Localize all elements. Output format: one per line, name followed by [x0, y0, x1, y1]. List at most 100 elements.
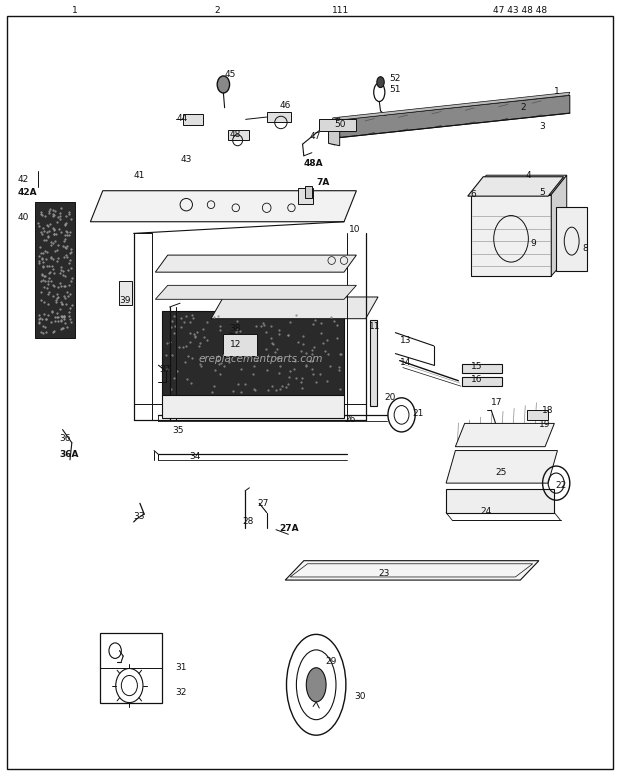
Point — [249, 360, 259, 372]
Point — [320, 344, 330, 357]
Text: 42A: 42A — [18, 188, 38, 197]
Bar — [461, 377, 502, 386]
Point — [63, 321, 73, 333]
Point — [189, 328, 199, 340]
Point — [64, 208, 74, 221]
Point — [47, 260, 57, 272]
Point — [53, 281, 63, 294]
Point — [56, 315, 66, 327]
Point — [208, 385, 218, 398]
Point — [52, 312, 62, 324]
Point — [264, 383, 273, 395]
Point — [281, 381, 291, 393]
Point — [60, 232, 70, 245]
Point — [243, 348, 253, 361]
Point — [48, 210, 58, 222]
Point — [46, 252, 56, 264]
Point — [41, 233, 51, 246]
Point — [322, 375, 332, 387]
Point — [334, 361, 344, 374]
Point — [55, 210, 64, 222]
Point — [66, 262, 76, 274]
Point — [167, 315, 177, 327]
Point — [43, 230, 53, 242]
Text: 1: 1 — [554, 87, 560, 96]
Point — [45, 207, 55, 219]
Point — [274, 368, 284, 380]
Point — [49, 208, 59, 221]
Point — [35, 312, 45, 325]
Point — [169, 371, 179, 384]
Point — [64, 228, 74, 241]
Point — [50, 315, 60, 327]
Point — [57, 311, 67, 323]
Point — [179, 315, 189, 328]
Point — [61, 250, 71, 263]
Point — [60, 219, 70, 232]
Point — [65, 287, 75, 300]
Point — [33, 217, 43, 229]
Point — [293, 336, 303, 348]
Point — [51, 294, 61, 306]
Point — [43, 308, 53, 321]
Text: 38: 38 — [229, 323, 241, 333]
Point — [41, 313, 51, 326]
Text: 29: 29 — [326, 657, 337, 666]
Point — [180, 310, 190, 322]
Point — [307, 344, 317, 357]
Point — [166, 382, 176, 395]
Point — [65, 302, 75, 315]
Text: 24: 24 — [480, 507, 492, 516]
Point — [296, 345, 306, 357]
Polygon shape — [551, 175, 567, 276]
Point — [50, 245, 60, 257]
Point — [48, 263, 58, 276]
Point — [210, 364, 219, 376]
Text: 33: 33 — [134, 512, 145, 521]
Point — [42, 219, 52, 232]
Polygon shape — [156, 285, 356, 299]
Point — [265, 332, 275, 344]
Point — [61, 209, 71, 221]
Point — [252, 354, 262, 366]
Point — [56, 309, 66, 322]
Text: 8: 8 — [582, 245, 588, 253]
Bar — [319, 120, 356, 131]
Point — [60, 311, 69, 323]
Point — [44, 225, 54, 238]
Point — [55, 207, 64, 219]
Point — [290, 355, 299, 368]
Point — [59, 313, 69, 326]
Point — [195, 357, 205, 370]
Point — [50, 205, 60, 218]
Point — [40, 225, 50, 238]
Ellipse shape — [217, 76, 229, 93]
Point — [236, 363, 246, 375]
Point — [50, 228, 60, 240]
Point — [202, 315, 211, 328]
Bar — [120, 281, 132, 305]
Point — [161, 349, 171, 361]
Text: 23: 23 — [378, 569, 389, 577]
Point — [38, 326, 48, 339]
Point — [332, 332, 342, 344]
Text: 6: 6 — [471, 190, 477, 199]
Text: 35: 35 — [172, 426, 184, 435]
Point — [316, 327, 326, 340]
Ellipse shape — [306, 667, 326, 702]
Point — [43, 298, 53, 311]
Point — [198, 322, 208, 335]
Point — [257, 319, 267, 332]
Point — [66, 243, 76, 256]
Point — [213, 354, 223, 367]
Point — [37, 228, 47, 241]
Point — [316, 317, 326, 329]
Point — [243, 334, 253, 347]
Point — [42, 260, 52, 272]
Point — [61, 229, 71, 242]
Point — [235, 325, 245, 337]
Text: 37: 37 — [160, 364, 171, 374]
Point — [49, 280, 59, 293]
Point — [53, 311, 63, 323]
Point — [232, 315, 242, 327]
